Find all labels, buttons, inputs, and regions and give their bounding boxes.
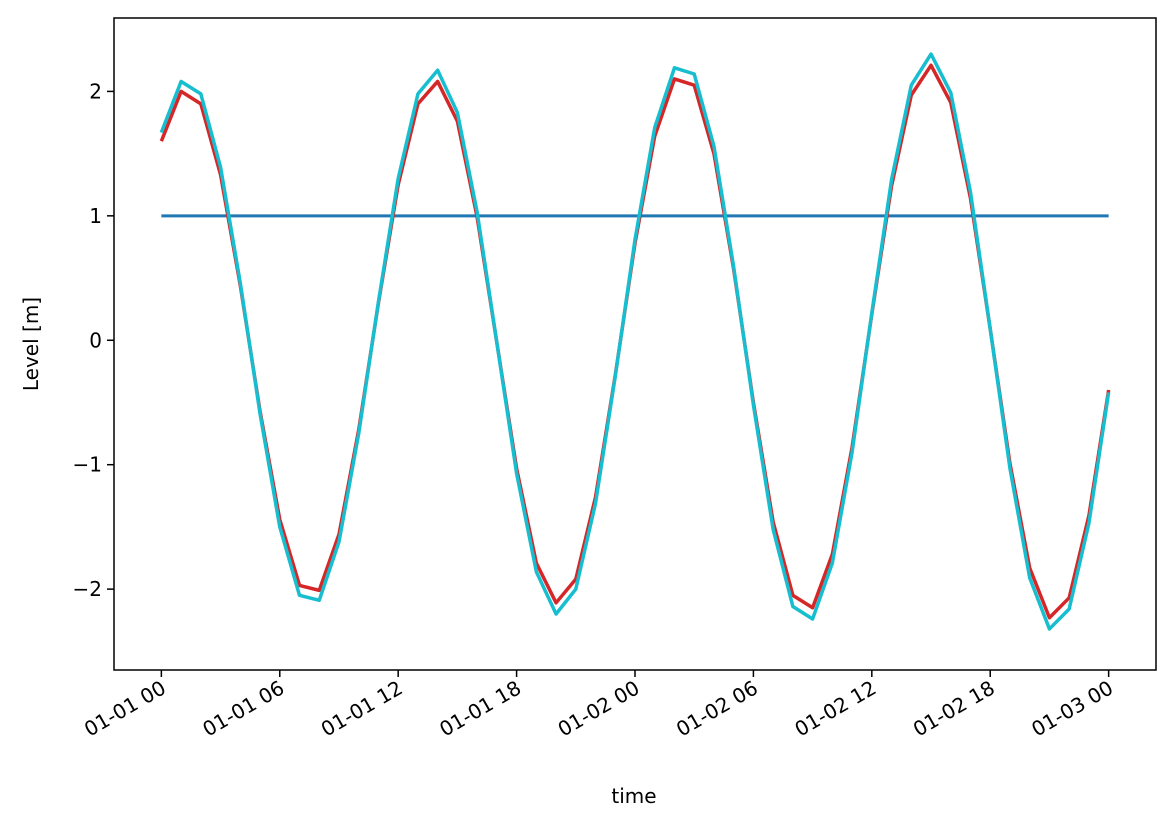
y-axis-label: Level [m] [19, 297, 43, 391]
y-tick-label: 0 [89, 328, 102, 352]
x-axis-label: time [611, 784, 656, 808]
y-tick-label: −2 [73, 577, 102, 601]
series-line [159, 52, 1111, 631]
y-tick-label: 2 [89, 79, 102, 103]
y-tick-label: 1 [89, 204, 102, 228]
y-tick-label: −1 [73, 453, 102, 477]
plot-frame [113, 17, 1157, 671]
